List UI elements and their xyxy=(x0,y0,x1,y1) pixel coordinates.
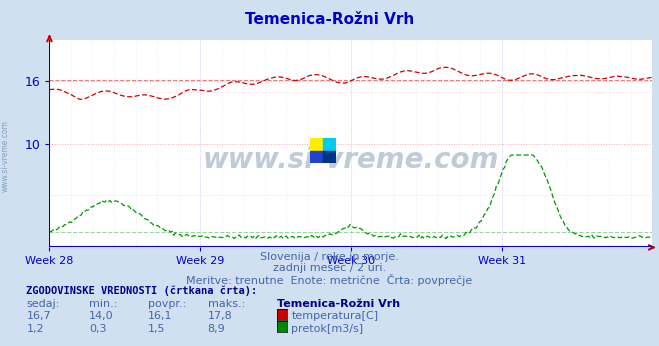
Polygon shape xyxy=(310,151,323,163)
Text: zadnji mesec / 2 uri.: zadnji mesec / 2 uri. xyxy=(273,263,386,273)
Text: 0,3: 0,3 xyxy=(89,324,107,334)
Text: maks.:: maks.: xyxy=(208,299,245,309)
Text: pretok[m3/s]: pretok[m3/s] xyxy=(291,324,363,334)
Text: 16,1: 16,1 xyxy=(148,311,173,321)
Text: min.:: min.: xyxy=(89,299,117,309)
Text: www.si-vreme.com: www.si-vreme.com xyxy=(203,146,499,174)
Text: Meritve: trenutne  Enote: metrične  Črta: povprečje: Meritve: trenutne Enote: metrične Črta: … xyxy=(186,274,473,286)
Text: povpr.:: povpr.: xyxy=(148,299,186,309)
Polygon shape xyxy=(310,138,323,151)
Polygon shape xyxy=(323,151,336,163)
Text: www.si-vreme.com: www.si-vreme.com xyxy=(1,120,10,192)
Text: sedaj:: sedaj: xyxy=(26,299,60,309)
Text: 16,7: 16,7 xyxy=(26,311,51,321)
Text: ZGODOVINSKE VREDNOSTI (črtkana črta):: ZGODOVINSKE VREDNOSTI (črtkana črta): xyxy=(26,285,258,296)
Text: Temenica-Rožni Vrh: Temenica-Rožni Vrh xyxy=(245,12,414,27)
Text: Slovenija / reke in morje.: Slovenija / reke in morje. xyxy=(260,252,399,262)
Text: 17,8: 17,8 xyxy=(208,311,233,321)
Text: Temenica-Rožni Vrh: Temenica-Rožni Vrh xyxy=(277,299,400,309)
Text: 1,2: 1,2 xyxy=(26,324,44,334)
Text: 8,9: 8,9 xyxy=(208,324,225,334)
Text: temperatura[C]: temperatura[C] xyxy=(291,311,378,321)
Text: 14,0: 14,0 xyxy=(89,311,113,321)
Text: 1,5: 1,5 xyxy=(148,324,166,334)
Polygon shape xyxy=(323,138,336,151)
